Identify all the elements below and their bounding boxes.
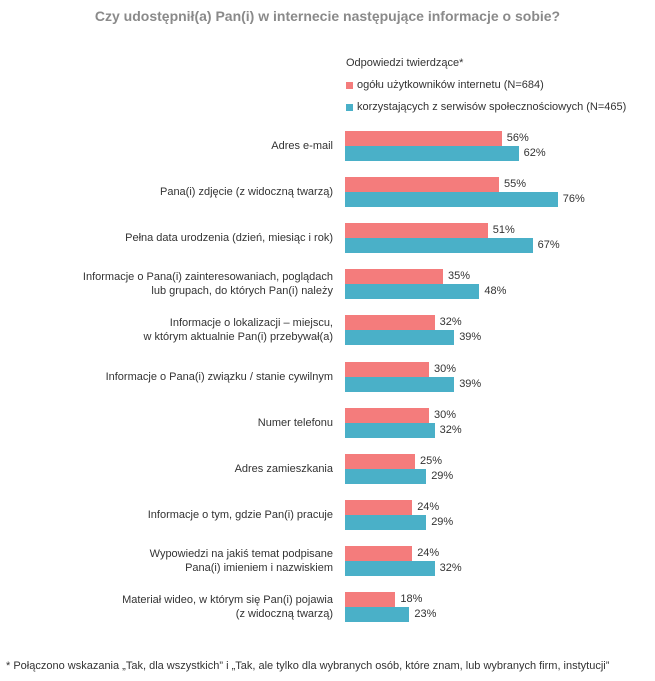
bar-social-users <box>345 330 455 346</box>
bar-all-users <box>345 315 435 331</box>
value-label: 39% <box>459 377 482 390</box>
category-label: Numer telefonu <box>257 416 333 429</box>
value-label: 32% <box>439 316 462 329</box>
bar-social-users <box>345 192 558 208</box>
bar-all-users <box>345 592 396 607</box>
value-label: 48% <box>484 285 507 298</box>
category-label: Informacje o Pana(i) zainteresowaniach, … <box>82 271 333 298</box>
legend-swatch-all-users <box>346 81 353 89</box>
category-label: Adres e-mail <box>271 140 333 152</box>
value-label: 29% <box>431 515 454 528</box>
value-label: 76% <box>562 193 585 206</box>
legend-item-all-users: ogółu użytkowników internetu (N=684) <box>346 79 544 91</box>
bar-all-users <box>345 177 499 193</box>
bar-social-users <box>345 514 427 530</box>
bar-social-users <box>345 284 480 300</box>
category-label: Wypowiedzi na jakiś temat podpisane Pana(… <box>149 547 333 574</box>
value-label: 30% <box>434 408 457 421</box>
value-label: 25% <box>420 454 443 467</box>
value-label: 23% <box>414 608 437 620</box>
value-label: 39% <box>459 331 482 344</box>
value-label: 62% <box>523 147 546 159</box>
category-label: Materiał wideo, w którym się Pan(i) poja… <box>122 594 333 620</box>
footnote: * Połączono wskazania „Tak, dla wszystki… <box>6 660 610 672</box>
value-label: 24% <box>417 546 440 559</box>
bar-social-users <box>345 560 435 576</box>
value-label: 67% <box>537 239 560 252</box>
value-label: 32% <box>439 561 462 574</box>
bar-all-users <box>345 453 415 469</box>
bar-social-users <box>345 422 435 438</box>
legend-title: Odpowiedzi twierdzące* <box>346 57 464 69</box>
category-label: Informacje o Pana(i) związku / stanie cy… <box>105 370 333 383</box>
value-label: 56% <box>506 132 529 144</box>
value-label: 18% <box>400 593 423 605</box>
value-label: 24% <box>417 500 440 513</box>
category-label: Adres zamieszkania <box>234 462 333 475</box>
bar-all-users <box>345 223 488 239</box>
bar-social-users <box>345 376 455 392</box>
bar-all-users <box>345 131 502 146</box>
bar-social-users <box>345 238 533 254</box>
value-label: 35% <box>448 270 471 283</box>
chart-title: Czy udostępnił(a) Pan(i) w internecie na… <box>94 8 561 24</box>
bar-social-users <box>345 607 410 622</box>
category-label: Informacje o lokalizacji – miejscu, w któ… <box>143 317 333 344</box>
legend-label-all-users: ogółu użytkowników internetu (N=684) <box>357 79 544 91</box>
category-label: Pełna data urodzenia (dzień, miesiąc i r… <box>125 232 333 245</box>
category-label: Pana(i) zdjęcie (z widoczną twarzą) <box>159 186 333 199</box>
legend-label-social-users: korzystających z serwisów społecznościow… <box>357 101 627 113</box>
category-label: Informacje o tym, gdzie Pan(i) pracuje <box>147 508 333 521</box>
value-label: 32% <box>439 423 462 436</box>
bar-social-users <box>345 468 427 484</box>
value-label: 51% <box>492 224 515 237</box>
value-label: 30% <box>434 362 457 375</box>
legend-item-social-users: korzystających z serwisów społecznościow… <box>346 101 626 113</box>
bar-all-users <box>345 499 413 515</box>
legend-swatch-social-users <box>346 103 353 111</box>
bar-all-users <box>345 361 429 377</box>
value-label: 29% <box>431 469 454 482</box>
bar-all-users <box>345 269 443 285</box>
value-label: 55% <box>504 178 527 191</box>
bar-all-users <box>345 407 429 423</box>
bar-social-users <box>345 146 519 161</box>
bar-all-users <box>345 545 413 561</box>
